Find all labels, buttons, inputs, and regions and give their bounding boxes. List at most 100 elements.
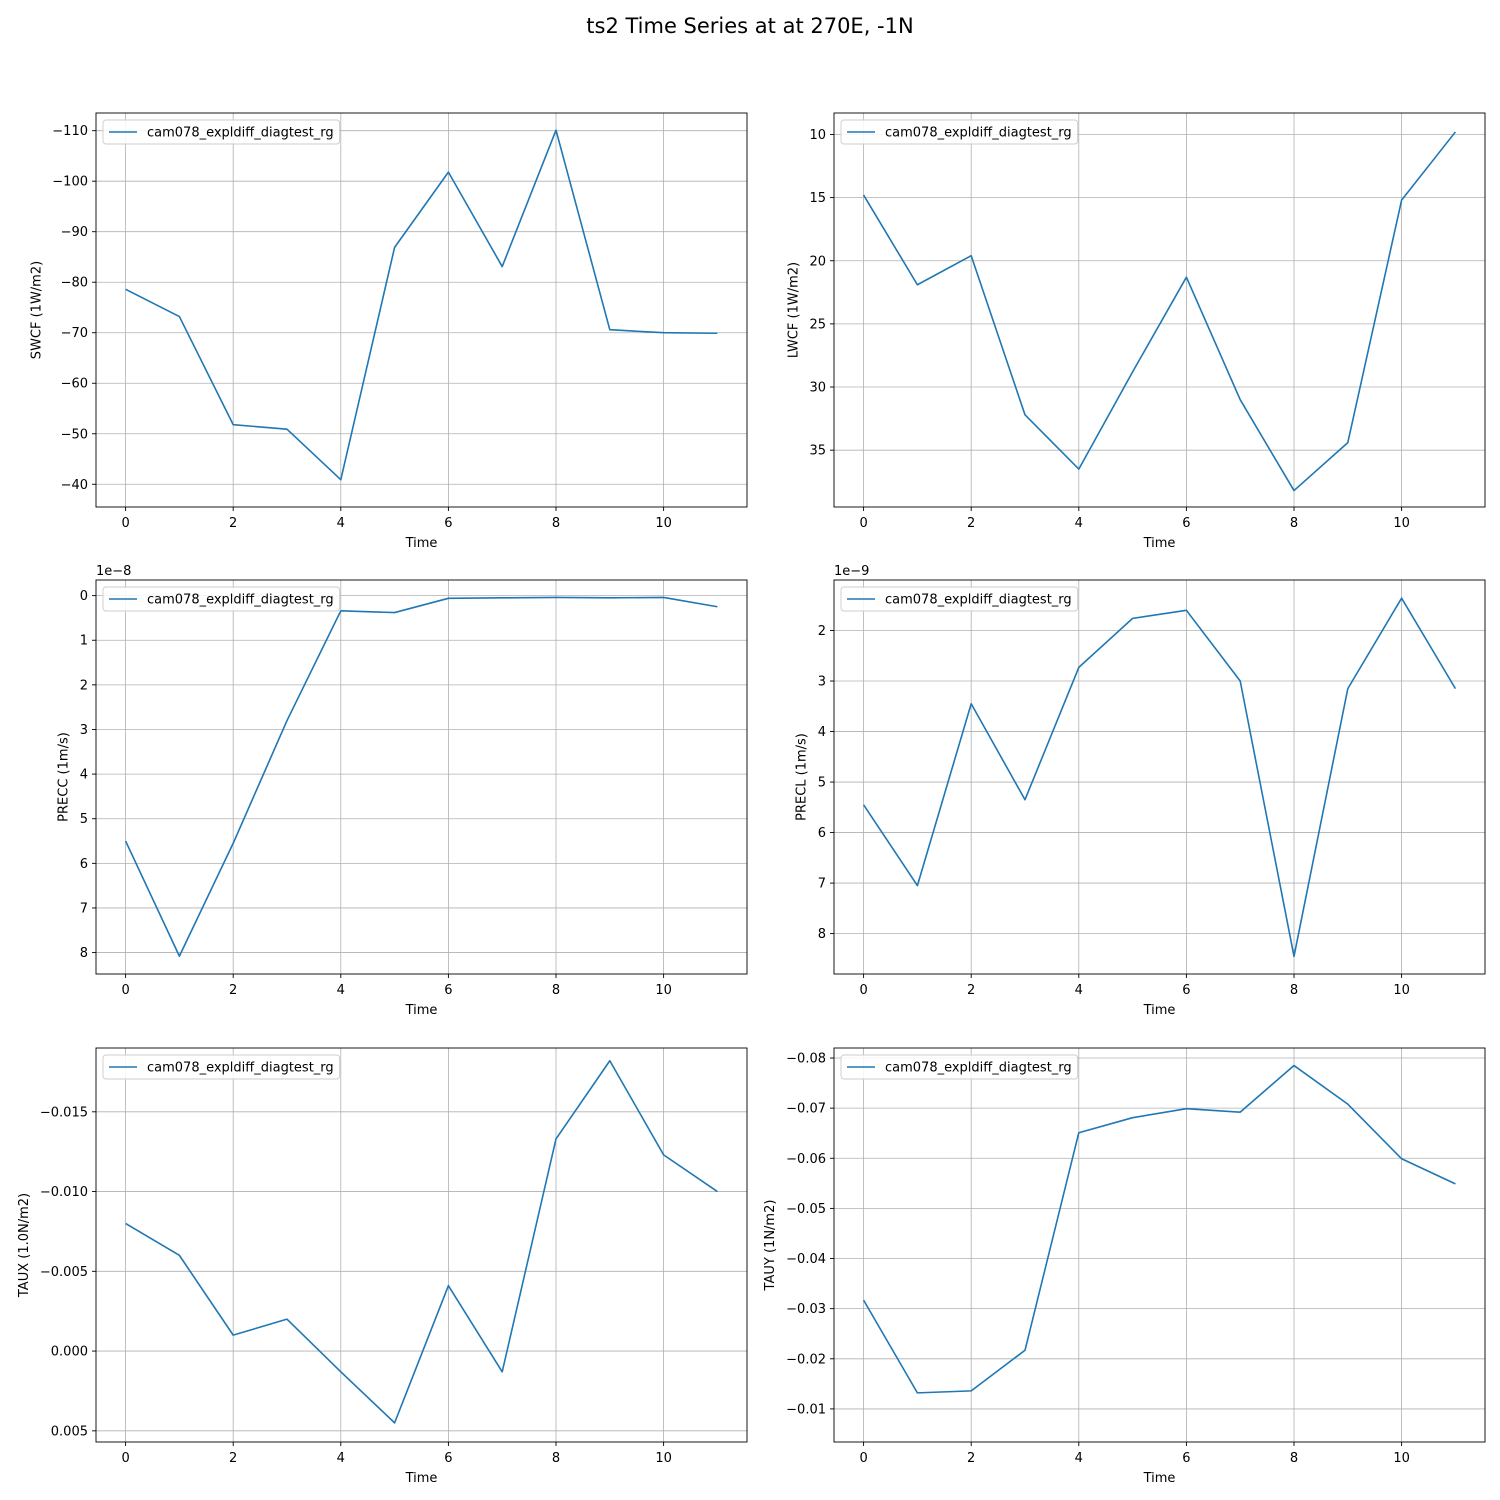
y-tick-label: −70 <box>61 326 88 341</box>
x-tick-label: 8 <box>552 1451 560 1466</box>
y-tick-label: 25 <box>809 317 826 332</box>
x-axis-label: Time <box>1143 536 1176 551</box>
x-tick-label: 2 <box>967 516 975 531</box>
axes-frame <box>95 579 748 975</box>
y-tick-label: 7 <box>818 877 826 892</box>
subplot-6: 0 2 4 6 8 10 −0.01 −0.02 −0.03 −0.04 −0.05 −0.06 −0.… <box>763 1047 1486 1486</box>
subplot-2: 0 2 4 6 8 10 10 15 20 25 30 35 Time LWCF (1W/m2) cam07… <box>786 112 1486 551</box>
axes-frame <box>833 112 1486 508</box>
x-axis-label: Time <box>1143 1471 1176 1486</box>
x-tick-label: 8 <box>1290 516 1298 531</box>
y-tick-label: 5 <box>818 776 826 791</box>
legend-label: cam078_expldiff_diagtest_rg <box>147 1061 334 1076</box>
x-tick-label: 4 <box>1075 1451 1083 1466</box>
x-tick-label: 2 <box>967 983 975 998</box>
x-tick-label: 2 <box>229 516 237 531</box>
x-tick-label: 0 <box>859 516 867 531</box>
y-offset-text: 1e−8 <box>96 564 131 579</box>
x-tick-label: 2 <box>229 1451 237 1466</box>
y-tick-label: −60 <box>61 377 88 392</box>
legend: cam078_expldiff_diagtest_rg <box>840 586 1079 612</box>
y-tick-label: 6 <box>80 857 88 872</box>
x-axis-label: Time <box>1143 1003 1176 1018</box>
axes-frame <box>95 1047 748 1443</box>
x-tick-label: 8 <box>1290 1451 1298 1466</box>
x-tick-label: 10 <box>1393 516 1410 531</box>
x-tick-label: 8 <box>552 516 560 531</box>
x-tick-label: 4 <box>1075 516 1083 531</box>
x-tick-label: 6 <box>1182 516 1190 531</box>
x-tick-label: 8 <box>1290 983 1298 998</box>
y-tick-label: −100 <box>52 175 88 190</box>
axes-frame <box>833 1047 1486 1443</box>
y-tick-label: −0.01 <box>786 1402 826 1417</box>
subplot-4: 0 2 4 6 8 10 2 3 4 5 6 7 8 Time PRECL (1m/s) 1e−9 cam078… <box>795 564 1486 1018</box>
series-line <box>862 597 1457 958</box>
legend-box <box>102 119 341 145</box>
legend-box <box>102 586 341 612</box>
y-axis-label: TAUY (1N/m2) <box>763 1200 778 1292</box>
x-tick-label: 4 <box>1075 983 1083 998</box>
y-tick-label: −40 <box>61 478 88 493</box>
legend: cam078_expldiff_diagtest_rg <box>102 1054 341 1080</box>
y-tick-label: −0.06 <box>786 1152 826 1167</box>
x-tick-label: 0 <box>121 983 129 998</box>
x-tick-label: 6 <box>444 516 452 531</box>
y-tick-label: 35 <box>809 444 826 459</box>
y-tick-label: 3 <box>80 723 88 738</box>
y-tick-label: 1 <box>80 634 88 649</box>
y-tick-label: 8 <box>80 946 88 961</box>
y-tick-label: 7 <box>80 901 88 916</box>
legend: cam078_expldiff_diagtest_rg <box>840 119 1079 145</box>
x-tick-label: 6 <box>444 983 452 998</box>
x-tick-label: 2 <box>229 983 237 998</box>
x-tick-label: 0 <box>859 983 867 998</box>
y-tick-label: −0.010 <box>40 1185 88 1200</box>
x-tick-label: 0 <box>121 1451 129 1466</box>
x-tick-label: 4 <box>337 983 345 998</box>
legend-label: cam078_expldiff_diagtest_rg <box>147 593 334 608</box>
axes-frame <box>95 112 748 508</box>
y-tick-label: 4 <box>80 768 88 783</box>
y-tick-label: −90 <box>61 225 88 240</box>
series-line <box>125 1059 718 1424</box>
x-tick-label: 4 <box>337 1451 345 1466</box>
y-tick-label: 5 <box>80 812 88 827</box>
y-tick-label: −0.02 <box>786 1352 826 1367</box>
y-tick-label: −110 <box>52 124 88 139</box>
y-tick-label: 8 <box>818 927 826 942</box>
legend: cam078_expldiff_diagtest_rg <box>102 586 341 612</box>
y-offset-text: 1e−9 <box>834 564 869 579</box>
y-tick-label: 3 <box>818 675 826 690</box>
x-tick-label: 2 <box>967 1451 975 1466</box>
y-tick-label: −0.03 <box>786 1302 826 1317</box>
y-tick-label: 4 <box>818 725 826 740</box>
legend-label: cam078_expldiff_diagtest_rg <box>885 593 1072 608</box>
y-tick-label: 10 <box>809 128 826 143</box>
y-tick-label: 2 <box>80 678 88 693</box>
y-tick-label: 0.005 <box>51 1424 88 1439</box>
x-tick-label: 6 <box>1182 983 1190 998</box>
y-tick-label: 0 <box>80 589 88 604</box>
y-tick-label: −0.005 <box>40 1265 88 1280</box>
y-axis-label: PRECC (1m/s) <box>57 732 72 822</box>
legend: cam078_expldiff_diagtest_rg <box>102 119 341 145</box>
series-line <box>862 131 1457 492</box>
legend: cam078_expldiff_diagtest_rg <box>840 1054 1079 1080</box>
y-axis-label: TAUX (1.0N/m2) <box>17 1193 32 1298</box>
legend-label: cam078_expldiff_diagtest_rg <box>147 126 334 141</box>
x-axis-label: Time <box>405 1003 438 1018</box>
y-tick-label: 20 <box>809 254 826 269</box>
x-axis-label: Time <box>405 536 438 551</box>
x-tick-label: 8 <box>552 983 560 998</box>
subplot-3: 0 2 4 6 8 10 0 1 2 3 4 5 6 7 8 Time PRECC (1m/s) 1e−8 cam0… <box>57 564 748 1018</box>
y-tick-label: 6 <box>818 826 826 841</box>
legend-label: cam078_expldiff_diagtest_rg <box>885 126 1072 141</box>
y-tick-label: −50 <box>61 427 88 442</box>
y-tick-label: −0.07 <box>786 1102 826 1117</box>
axes-frame <box>833 579 1486 975</box>
y-tick-label: −0.04 <box>786 1252 826 1267</box>
y-tick-label: 30 <box>809 381 826 396</box>
legend-label: cam078_expldiff_diagtest_rg <box>885 1061 1072 1076</box>
